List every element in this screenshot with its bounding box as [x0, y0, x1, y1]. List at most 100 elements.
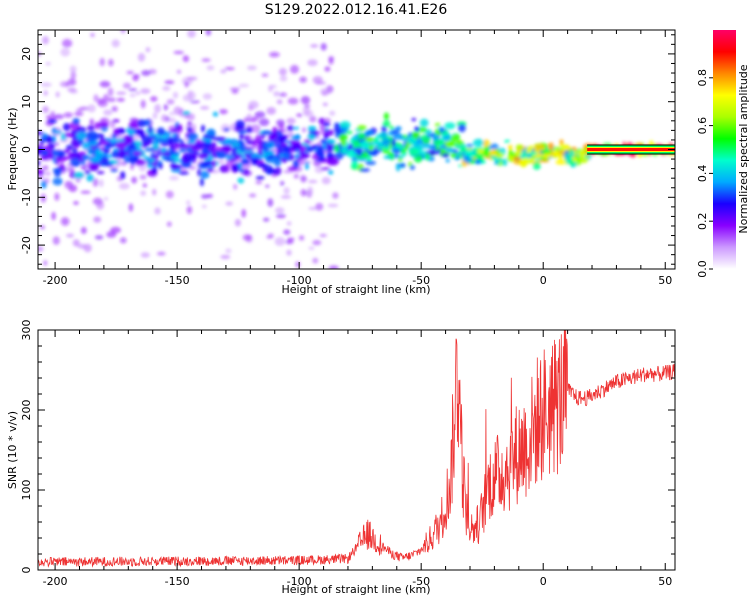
spectrogram-blob — [463, 155, 470, 162]
spectrogram-blob — [381, 125, 387, 134]
spectrogram-blob — [327, 153, 337, 157]
colorbar-tick-label: 0.4 — [696, 165, 709, 183]
spectrogram-blob — [187, 113, 195, 121]
spectrogram-blob — [267, 233, 274, 239]
spectrogram-blob — [151, 166, 158, 174]
spectrogram-blob — [73, 201, 79, 205]
spectrogram-blob — [41, 150, 50, 156]
spectrogram-blob — [532, 161, 541, 170]
spectrogram-blob — [63, 112, 73, 118]
spectrogram-blob — [426, 133, 435, 138]
spectrogram-blob — [329, 110, 336, 116]
spectrogram-blob — [275, 207, 285, 214]
spectrogram-blob — [200, 170, 210, 179]
spectrogram-blob — [321, 176, 331, 185]
spectrogram-blob — [303, 109, 314, 118]
spectrogram-blob — [69, 158, 81, 167]
spectrogram-blob — [224, 67, 235, 71]
spectrogram-blob — [77, 243, 87, 249]
spectrogram-blob — [186, 126, 193, 133]
spectrogram-blob — [94, 235, 104, 240]
spectrogram-blob — [99, 179, 104, 188]
spectrogram-blob — [279, 75, 288, 82]
spectrogram-blob — [161, 114, 168, 122]
x-tick-label: 50 — [658, 575, 672, 588]
spectrogram-blob — [514, 150, 522, 157]
spectrogram-blob — [210, 152, 217, 158]
spectrogram-blob — [489, 143, 499, 150]
spectrogram-blob — [312, 76, 323, 84]
spectrogram-blob — [539, 159, 550, 163]
colorbar-bar — [713, 30, 736, 269]
spectrogram-blob — [451, 134, 458, 139]
spectrogram-blob — [280, 195, 292, 199]
x-tick-label: -150 — [165, 575, 190, 588]
spectrogram-blob — [186, 140, 196, 144]
spectrogram-blob — [340, 140, 347, 146]
spectrogram-blob — [202, 142, 212, 148]
spectrogram-blob — [103, 109, 113, 116]
spectrogram-blob — [41, 180, 47, 189]
spectrogram-y-axis-label: Frequency (Hz) — [6, 108, 19, 191]
y-tick-label: 200 — [20, 400, 33, 421]
spectrogram-blob — [49, 154, 54, 160]
spectrogram-blob — [182, 55, 190, 63]
spectrogram-blob — [493, 156, 503, 162]
spectrogram-blob — [308, 133, 315, 141]
spectrogram-blob — [120, 237, 127, 244]
spectrogram-blob — [157, 251, 166, 256]
spectrogram-blob — [118, 182, 130, 190]
spectrogram-blob — [260, 134, 266, 139]
spectrogram-blob — [306, 147, 314, 153]
spectrogram-blob — [93, 216, 102, 223]
spectrogram-blob — [235, 153, 243, 158]
x-tick-label: 0 — [540, 274, 547, 287]
spectrogram-blob — [323, 117, 331, 124]
spectrogram-blob — [351, 156, 358, 163]
spectrogram-blob — [371, 141, 382, 145]
spectrogram-blob — [187, 91, 196, 100]
spectrogram-blob — [84, 170, 91, 175]
spectrogram-blob — [473, 138, 484, 147]
spectrogram-blob — [325, 143, 333, 152]
spectrogram-blob — [220, 254, 231, 260]
colorbar-tick-label: 0.2 — [696, 212, 709, 230]
spectrogram-blob — [55, 91, 60, 98]
spectrogram-blob — [107, 97, 116, 103]
spectrogram-blob — [301, 127, 307, 133]
spectrogram-blob — [390, 128, 400, 136]
spectrogram-blob — [137, 52, 146, 62]
spectrogram-blob — [112, 119, 120, 123]
spectrogram-blob — [80, 163, 88, 171]
spectrogram-blob — [286, 117, 296, 124]
spectrogram-blob — [104, 143, 116, 148]
spectrogram-blob — [122, 82, 131, 89]
spectrogram-blob — [286, 221, 292, 226]
spectrogram-blob — [277, 135, 286, 143]
spectrogram-blob — [258, 118, 270, 127]
spectrogram-blob — [167, 221, 172, 227]
spectrogram-blob — [347, 143, 354, 149]
spectrogram-blob — [248, 100, 259, 109]
spectrogram-blob — [411, 117, 417, 122]
spectrogram-blob — [340, 148, 347, 153]
spectrogram-blob — [421, 142, 431, 149]
spectrogram-blob — [292, 159, 300, 169]
spectrogram-blob — [40, 154, 50, 160]
spectrogram-blob — [205, 30, 212, 36]
spectrogram-blob — [187, 121, 192, 126]
spectrogram-blob — [229, 158, 237, 163]
spectrogram-blob — [328, 265, 339, 269]
spectrogram-blob — [327, 139, 336, 145]
spectrogram-blob — [225, 201, 233, 206]
spectrogram-blob — [255, 176, 265, 180]
spectrogram-blob — [200, 106, 210, 110]
y-tick-label: 300 — [20, 320, 33, 341]
spectrogram-blob — [414, 126, 420, 132]
spectrogram-blob — [246, 139, 254, 145]
spectrogram-blob — [376, 143, 384, 151]
spectrogram-blob — [391, 149, 402, 154]
spectrogram-blob — [564, 145, 570, 151]
spectrogram-blob — [294, 154, 300, 159]
spectrogram-blob — [91, 164, 98, 171]
